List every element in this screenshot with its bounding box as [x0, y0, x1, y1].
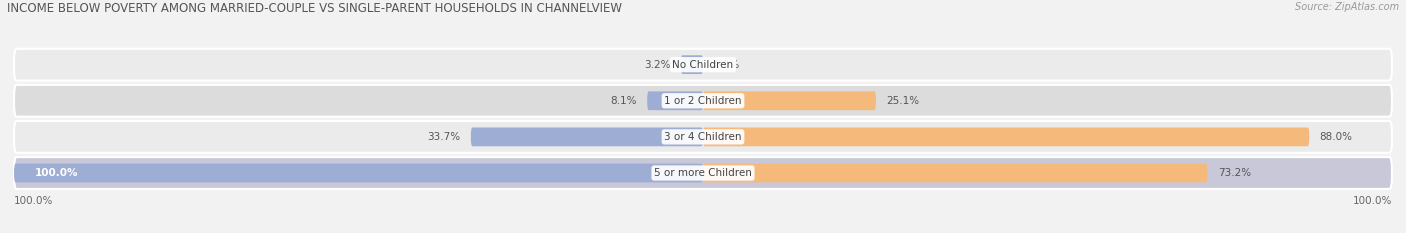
Text: 100.0%: 100.0%: [14, 196, 53, 206]
Text: 25.1%: 25.1%: [886, 96, 920, 106]
Text: 100.0%: 100.0%: [1353, 196, 1392, 206]
FancyBboxPatch shape: [647, 91, 703, 110]
Text: No Children: No Children: [672, 60, 734, 70]
FancyBboxPatch shape: [703, 127, 1309, 146]
Text: 33.7%: 33.7%: [427, 132, 461, 142]
FancyBboxPatch shape: [471, 127, 703, 146]
FancyBboxPatch shape: [703, 91, 876, 110]
Text: 73.2%: 73.2%: [1218, 168, 1251, 178]
Text: 1 or 2 Children: 1 or 2 Children: [664, 96, 742, 106]
Text: 100.0%: 100.0%: [35, 168, 79, 178]
FancyBboxPatch shape: [681, 55, 703, 74]
Text: Source: ZipAtlas.com: Source: ZipAtlas.com: [1295, 2, 1399, 12]
FancyBboxPatch shape: [703, 164, 1208, 182]
Text: 0.0%: 0.0%: [713, 60, 740, 70]
FancyBboxPatch shape: [14, 49, 1392, 81]
Text: 5 or more Children: 5 or more Children: [654, 168, 752, 178]
FancyBboxPatch shape: [14, 85, 1392, 117]
Text: INCOME BELOW POVERTY AMONG MARRIED-COUPLE VS SINGLE-PARENT HOUSEHOLDS IN CHANNEL: INCOME BELOW POVERTY AMONG MARRIED-COUPL…: [7, 2, 621, 15]
FancyBboxPatch shape: [14, 164, 703, 182]
Text: 88.0%: 88.0%: [1320, 132, 1353, 142]
FancyBboxPatch shape: [14, 157, 1392, 189]
Text: 3 or 4 Children: 3 or 4 Children: [664, 132, 742, 142]
FancyBboxPatch shape: [14, 121, 1392, 153]
Text: 3.2%: 3.2%: [644, 60, 671, 70]
Text: 8.1%: 8.1%: [610, 96, 637, 106]
